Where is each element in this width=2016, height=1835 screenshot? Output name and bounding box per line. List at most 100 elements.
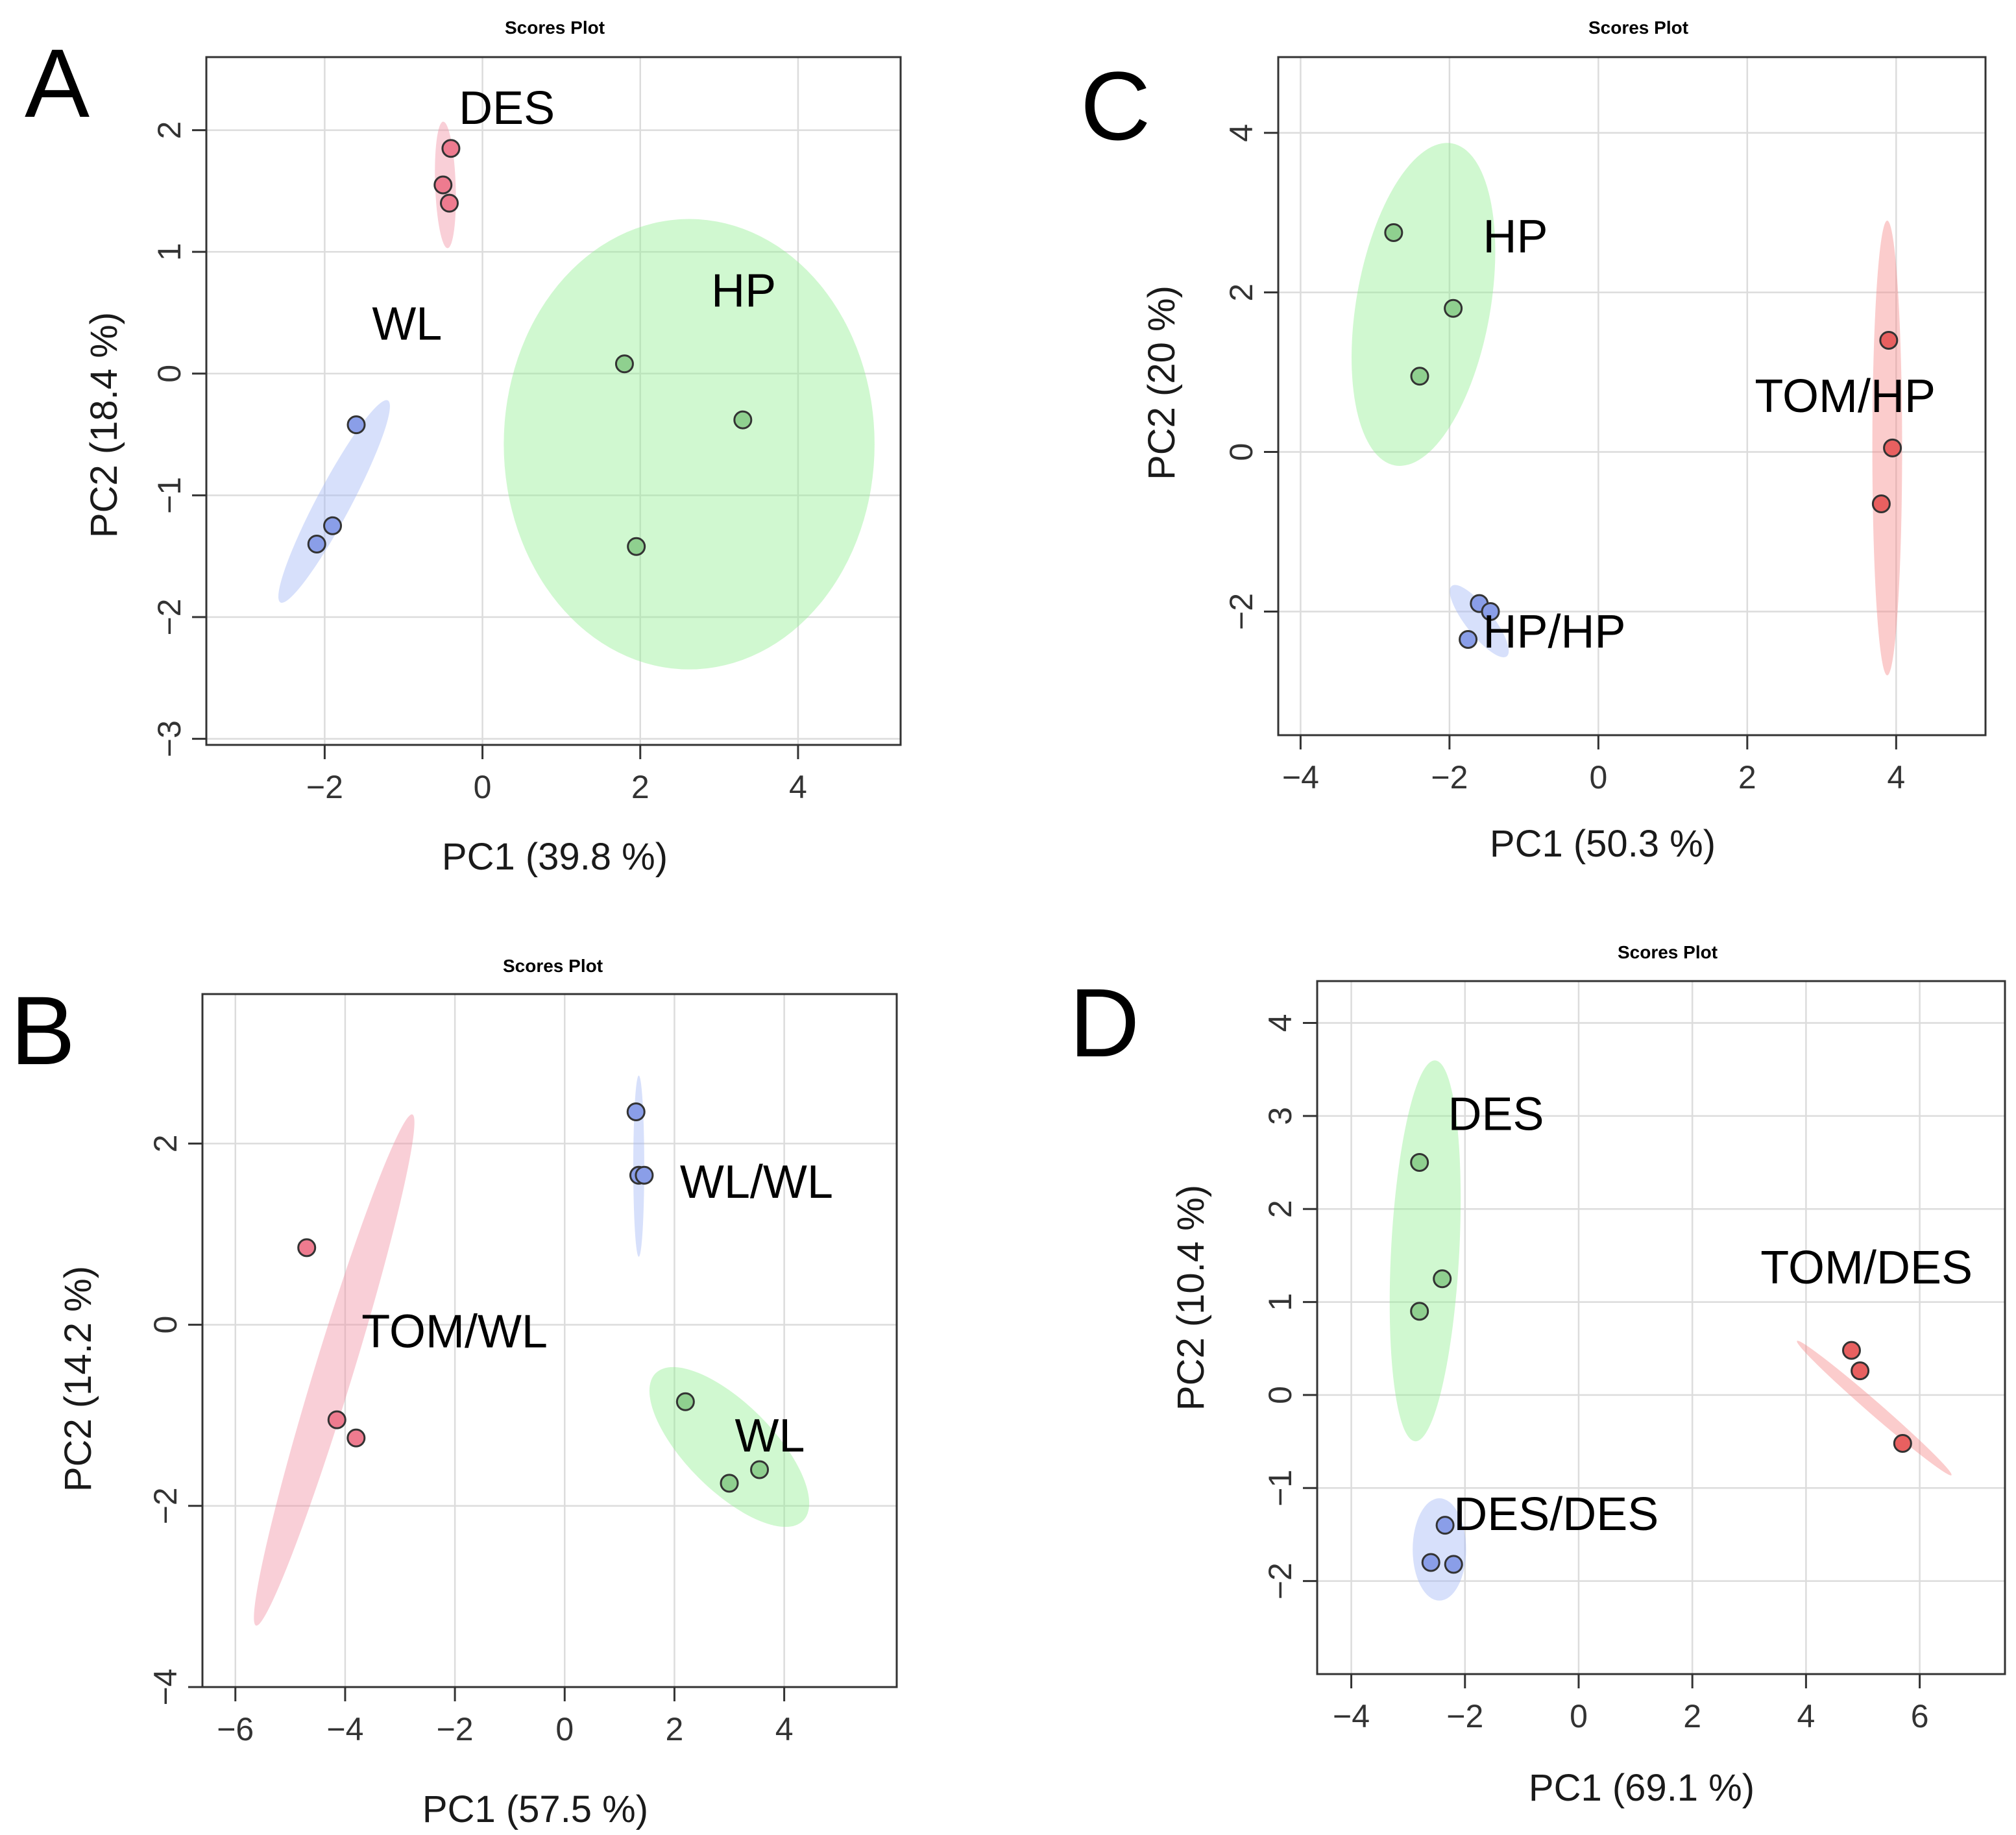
data-point — [635, 1165, 654, 1185]
data-point — [1410, 1153, 1429, 1173]
data-point — [1871, 494, 1891, 513]
x-tick-label: −4 — [1282, 759, 1319, 796]
x-tick-label: 2 — [666, 1711, 684, 1747]
group-label: WL/WL — [680, 1156, 833, 1208]
chart-title: Scores Plot — [503, 956, 603, 976]
y-axis-label: PC2 (10.4 %) — [1170, 1185, 1212, 1411]
y-tick-label: 0 — [147, 1316, 184, 1334]
y-tick-label: 0 — [1223, 443, 1259, 461]
y-tick-label: 1 — [1262, 1293, 1298, 1311]
x-tick-label: −4 — [326, 1711, 363, 1747]
plot-frame — [1316, 980, 2006, 1675]
x-tick-label: 4 — [789, 769, 807, 805]
data-point — [441, 139, 461, 158]
y-tick-label: 2 — [1262, 1200, 1298, 1218]
group-labels: DES TOM/DES DES/DES — [1448, 1088, 1973, 1540]
x-tick-label: 0 — [1589, 759, 1607, 796]
x-tick-label: 2 — [1683, 1698, 1701, 1734]
x-tick-label: −2 — [437, 1711, 474, 1747]
group-label: HP — [711, 265, 776, 317]
data-marks — [254, 1075, 810, 1626]
gridlines — [202, 994, 897, 1688]
x-tick-label: −4 — [1333, 1698, 1370, 1734]
data-point — [346, 415, 366, 435]
data-point — [1481, 602, 1500, 621]
panel-label-d: D — [1069, 968, 1139, 1077]
data-point — [1421, 1553, 1440, 1572]
y-tick-label: 2 — [147, 1134, 184, 1152]
confidence-ellipse-tom-des — [1797, 1341, 1952, 1476]
confidence-ellipse-hp — [504, 219, 875, 670]
y-tick-label: 3 — [1262, 1107, 1298, 1125]
x-tick-label: −2 — [306, 769, 343, 805]
y-tick-label: 2 — [1223, 284, 1259, 302]
data-point — [440, 193, 459, 213]
x-tick-label: 0 — [555, 1711, 574, 1747]
y-tick-label: −2 — [1223, 593, 1259, 630]
gridlines — [1317, 981, 2005, 1674]
confidence-ellipse-wl — [278, 400, 390, 603]
panel-d: D Scores Plot PC1 (69.1 %) PC2 (10.4 %) … — [1069, 942, 2006, 1809]
data-point — [1433, 1269, 1452, 1289]
x-tick-label: −2 — [1431, 759, 1468, 796]
x-tick-label: 0 — [1570, 1698, 1588, 1734]
y-tick-label: −2 — [151, 599, 188, 636]
panel-label-c: C — [1080, 51, 1150, 160]
axis-ticks: −2 0 2 4 −3 −2 −1 0 1 2 — [151, 121, 807, 805]
group-label: HP/HP — [1483, 606, 1626, 658]
chart-title: Scores Plot — [1618, 942, 1718, 962]
data-point — [1883, 438, 1902, 457]
confidence-ellipse-hp — [1352, 143, 1496, 466]
data-point — [1384, 223, 1403, 242]
axis-ticks: −6 −4 −2 0 2 4 −4 −2 0 2 — [147, 1134, 794, 1747]
y-tick-label: −1 — [151, 477, 188, 514]
chart-title: Scores Plot — [505, 18, 605, 38]
gridlines — [206, 57, 901, 745]
y-axis-label: PC2 (20 %) — [1141, 286, 1183, 480]
x-tick-label: −6 — [217, 1711, 254, 1747]
data-point — [297, 1238, 317, 1258]
data-point — [627, 537, 646, 556]
axis-ticks: −4 −2 0 2 4 −2 0 2 4 — [1223, 124, 1905, 796]
group-label: DES — [1448, 1088, 1544, 1140]
y-tick-label: 1 — [151, 243, 188, 261]
group-labels: HP TOM/HP HP/HP — [1483, 211, 1936, 658]
data-point — [433, 175, 453, 195]
x-tick-label: 2 — [631, 769, 650, 805]
y-tick-label: −2 — [1262, 1562, 1298, 1599]
data-point — [1841, 1341, 1861, 1360]
y-axis-label: PC2 (14.2 %) — [57, 1266, 99, 1492]
axis-ticks: −4 −2 0 2 4 6 −2 −1 0 1 2 3 4 — [1262, 1014, 1929, 1734]
y-tick-label: −1 — [1262, 1470, 1298, 1507]
confidence-ellipse-tom-wl — [254, 1114, 415, 1626]
gridlines — [1278, 57, 1986, 735]
data-marks — [1389, 1060, 1952, 1601]
data-point — [323, 516, 343, 535]
x-tick-label: 4 — [775, 1711, 794, 1747]
group-label: WL — [735, 1410, 805, 1462]
data-point — [1444, 1555, 1463, 1574]
panel-b: B Scores Plot PC1 (57.5 %) PC2 (14.2 %) … — [10, 956, 898, 1830]
data-point — [614, 354, 634, 374]
x-tick-label: −2 — [1446, 1698, 1483, 1734]
chart-title: Scores Plot — [1588, 18, 1688, 38]
data-point — [1851, 1361, 1870, 1381]
group-label: HP — [1483, 211, 1548, 263]
data-point — [1459, 629, 1478, 649]
data-point — [1410, 1302, 1429, 1321]
y-tick-label: −2 — [147, 1487, 184, 1524]
group-labels: DES WL HP — [372, 82, 776, 350]
data-point — [307, 534, 326, 553]
data-point — [1435, 1516, 1455, 1535]
group-label: TOM/HP — [1755, 371, 1936, 422]
data-point — [720, 1474, 739, 1493]
data-marks — [278, 121, 875, 670]
group-label: WL — [372, 298, 442, 350]
panel-a: A Scores Plot PC1 (39.8 %) PC2 (18.4 %) … — [25, 18, 902, 878]
group-labels: WL/WL TOM/WL WL — [361, 1156, 833, 1462]
x-axis-label: PC1 (69.1 %) — [1529, 1767, 1755, 1809]
x-tick-label: 4 — [1797, 1698, 1815, 1734]
panel-label-b: B — [10, 976, 75, 1085]
x-tick-label: 4 — [1887, 759, 1905, 796]
